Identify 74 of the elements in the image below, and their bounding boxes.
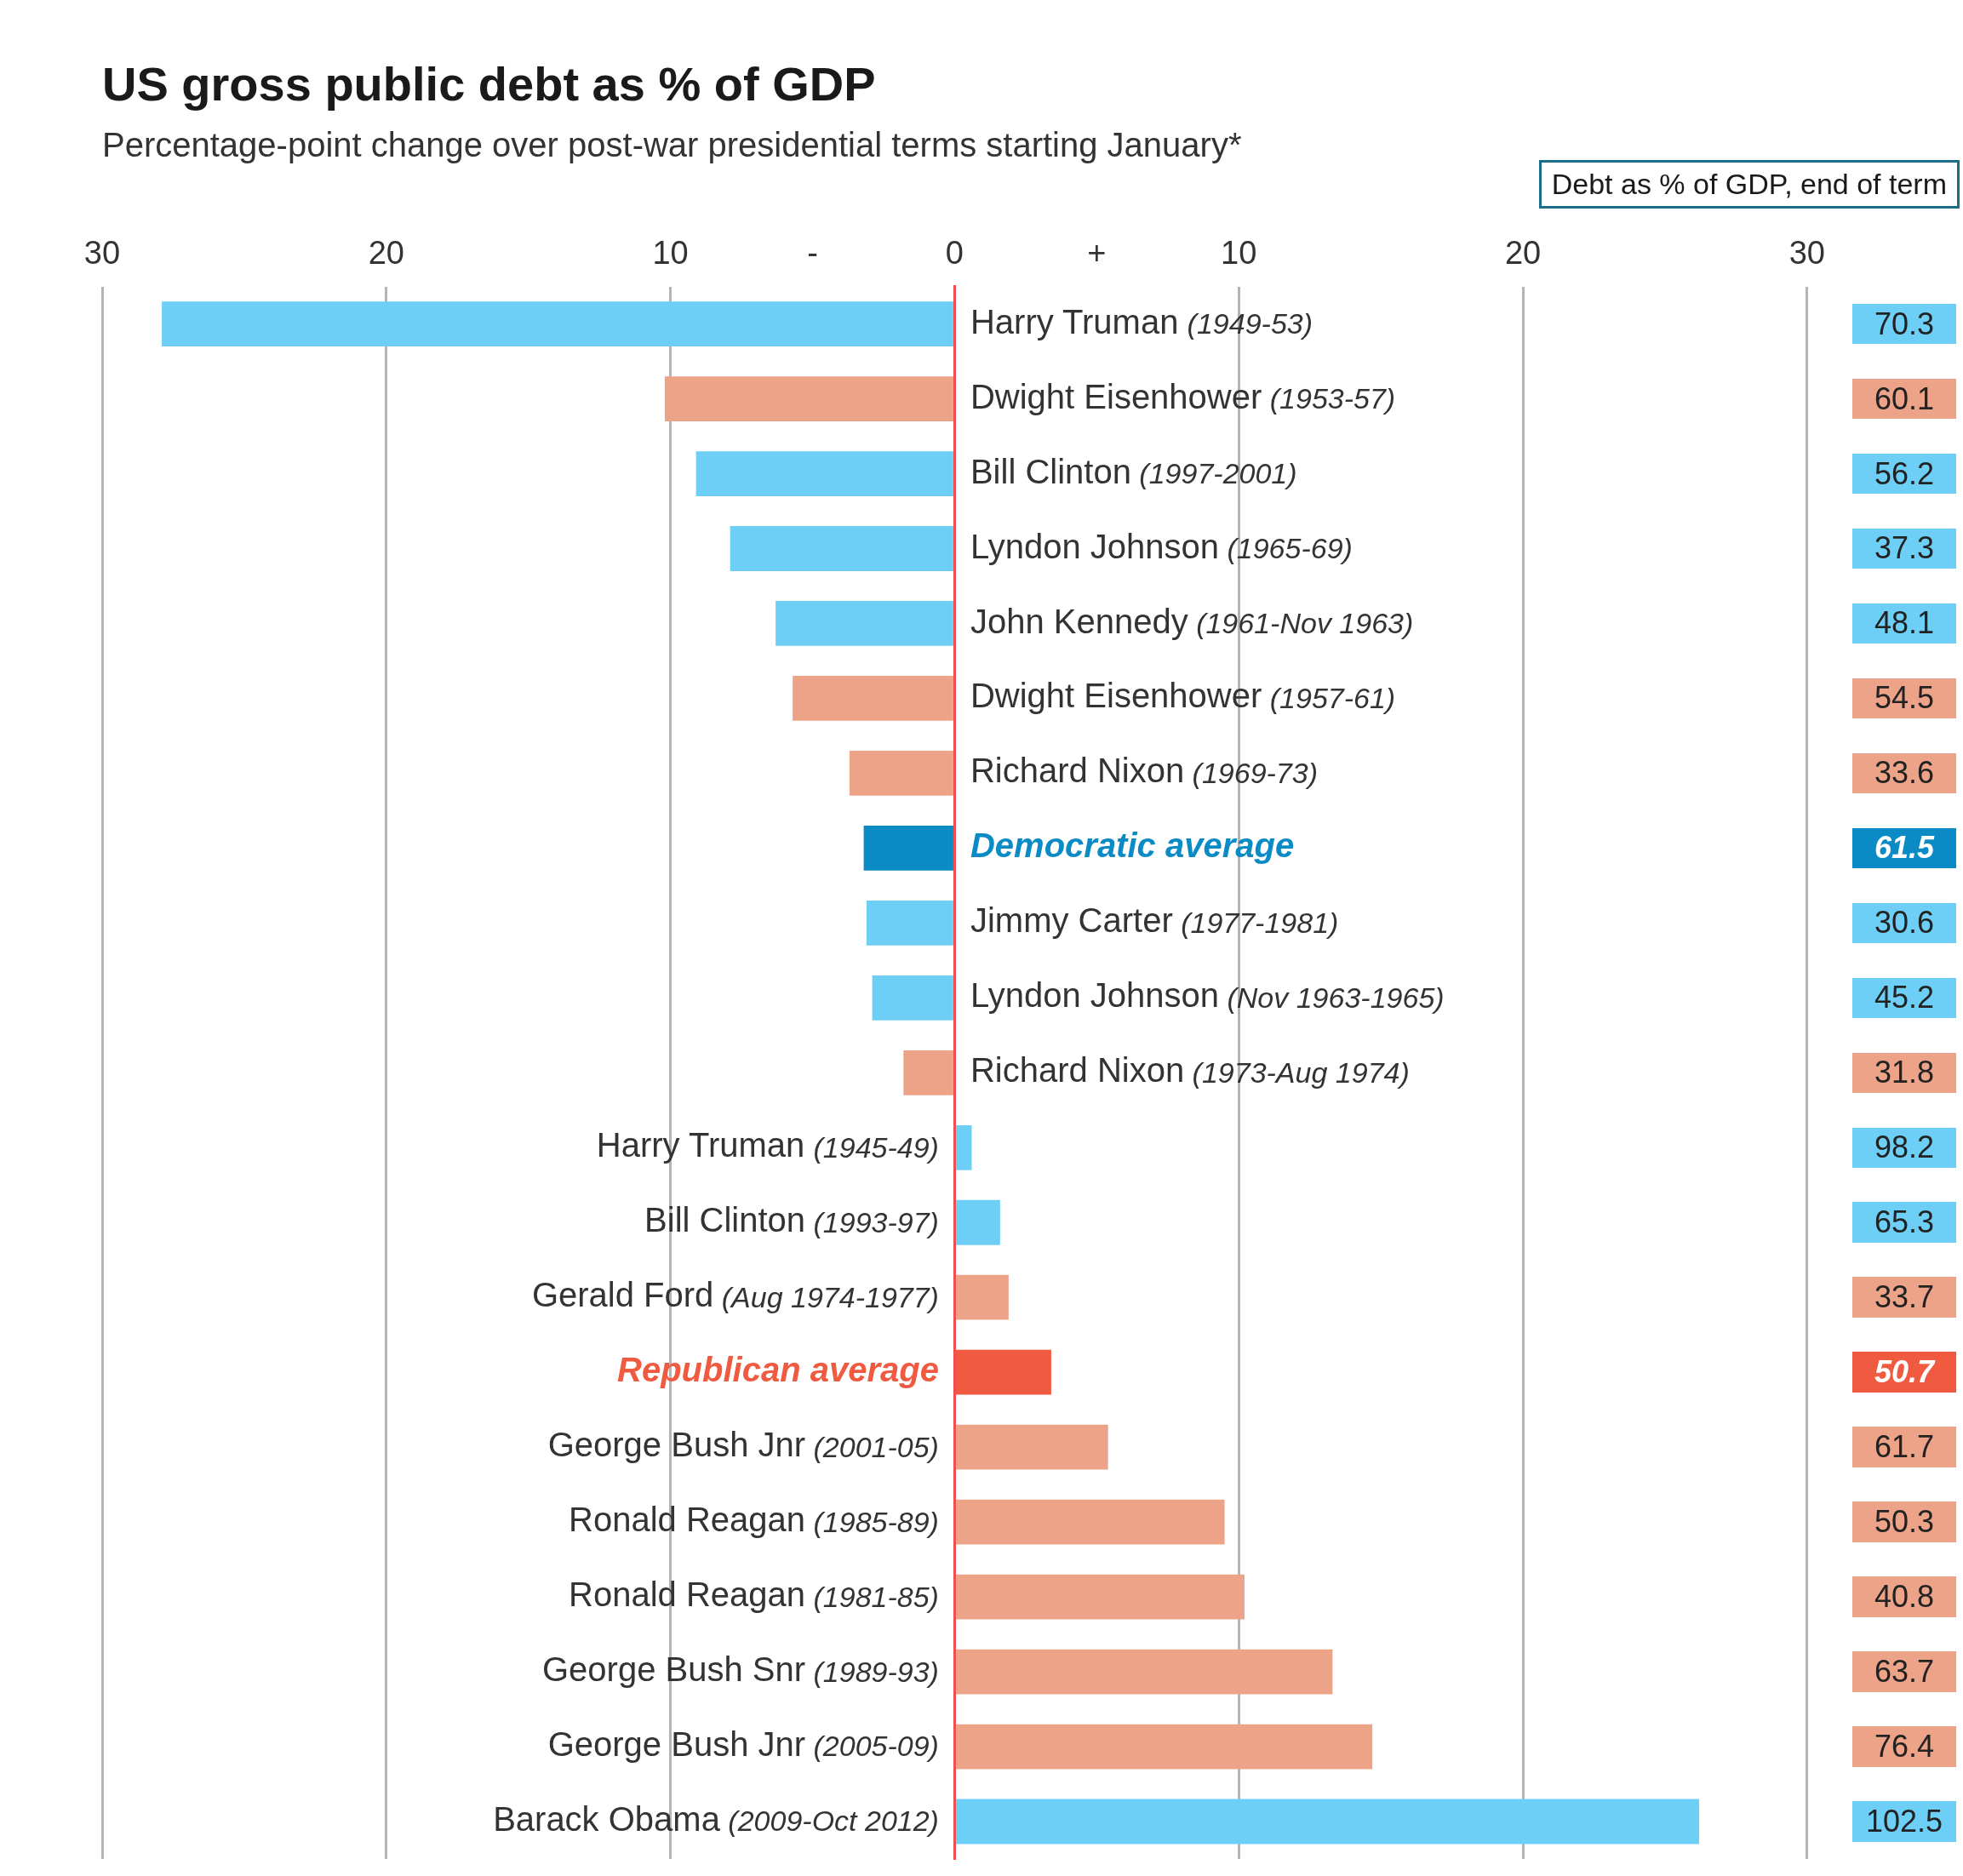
bar [863,825,953,871]
bar [955,1799,1700,1845]
bar [955,1724,1373,1770]
bar [955,1199,1000,1245]
y-tick-label: Lyndon Johnson (1965-69) [970,527,1353,565]
bar [695,451,953,496]
x-tick-label: 10 [652,235,689,272]
data-label: 30.6 [1852,902,1956,944]
data-label: 31.8 [1852,1052,1956,1094]
bar [955,1424,1108,1470]
y-tick-label: Gerald Ford (Aug 1974-1977) [531,1276,939,1314]
data-label: 63.7 [1852,1651,1956,1692]
bar [664,376,953,421]
y-tick-label: Jimmy Carter (1977-1981) [970,901,1339,940]
data-label: 102.5 [1852,1801,1956,1842]
x-tick-label: 20 [1504,235,1542,272]
y-tick-label: Ronald Reagan (1985-89) [569,1501,939,1539]
x-tick-label: 30 [83,235,121,272]
data-label: 98.2 [1852,1127,1956,1169]
x-tick-label: 0 [945,235,964,272]
data-label: 60.1 [1852,378,1956,420]
bar [903,1050,953,1095]
data-label: 61.7 [1852,1427,1956,1467]
data-label: 45.2 [1852,977,1956,1019]
data-label: 33.6 [1852,752,1956,794]
bar [955,1499,1225,1545]
data-label: 76.4 [1852,1726,1956,1767]
y-tick-label: Richard Nixon (1969-73) [970,752,1319,790]
data-label: 54.5 [1852,678,1956,719]
data-label: 56.2 [1852,453,1956,495]
chart-subtitle: Percentage-point change over post-war presidential terms starting January* [102,126,1242,164]
data-label: 61.5 [1852,827,1956,869]
data-label: 48.1 [1852,603,1956,644]
bar [775,601,953,646]
x-tick-label: 10 [1221,235,1257,272]
chart-title: US gross public debt as % of GDP [102,56,876,112]
bar [793,676,953,721]
data-label: 50.7 [1852,1352,1956,1393]
y-tick-label: George Bush Jnr (2001-05) [547,1426,939,1464]
y-tick-label: Harry Truman (1949-53) [970,302,1313,340]
y-tick-label: Harry Truman (1945-49) [596,1126,939,1164]
data-label: 65.3 [1852,1202,1956,1243]
y-tick-label: Ronald Reagan (1981-85) [569,1576,939,1614]
y-tick-label: Dwight Eisenhower (1957-61) [970,677,1396,715]
y-tick-label: Republican average [617,1351,939,1389]
bar [955,1349,1051,1395]
bar [866,900,953,946]
bar [849,751,953,796]
x-tick-label: + [1087,235,1107,272]
x-tick-label: 30 [1788,235,1826,272]
bar [955,1124,972,1170]
text: Debt as % of GDP, end of term [1538,160,1960,209]
x-tick-label: - [807,235,818,272]
y-tick-label: Barack Obama (2009-Oct 2012) [493,1800,939,1839]
y-tick-label: Bill Clinton (1997-2001) [970,452,1297,490]
data-label: 70.3 [1852,303,1956,345]
y-tick-label: Richard Nixon (1973-Aug 1974) [970,1051,1410,1090]
bar [955,1649,1333,1695]
y-tick-label: George Bush Jnr (2005-09) [547,1725,939,1764]
bar [872,975,953,1021]
bar [730,526,953,571]
y-tick-label: Democratic average [970,826,1295,865]
y-tick-label: George Bush Snr (1989-93) [542,1650,939,1689]
data-label: 40.8 [1852,1576,1956,1617]
y-tick-label: Dwight Eisenhower (1953-57) [970,377,1396,415]
y-tick-label: Bill Clinton (1993-97) [644,1201,939,1239]
y-tick-label: John Kennedy (1961-Nov 1963) [970,602,1414,640]
data-label: 33.7 [1852,1277,1956,1318]
data-label: 37.3 [1852,528,1956,569]
data-label: 50.3 [1852,1501,1956,1542]
bar [955,1574,1245,1620]
bar [955,1274,1009,1320]
x-tick-label: 20 [368,235,404,272]
y-tick-label: Lyndon Johnson (Nov 1963-1965) [970,976,1445,1015]
